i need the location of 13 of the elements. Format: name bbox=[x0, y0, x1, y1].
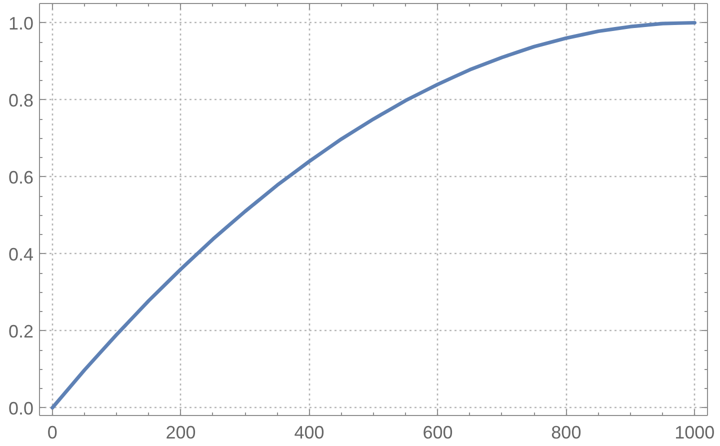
y-tick-label: 0.0 bbox=[8, 398, 34, 418]
y-tick-label: 0.2 bbox=[8, 321, 34, 342]
y-tick-label: 0.4 bbox=[8, 244, 34, 264]
x-tick-label: 0 bbox=[47, 422, 58, 442]
x-tick-label: 200 bbox=[166, 422, 196, 442]
y-tick-label: 1.0 bbox=[8, 13, 34, 34]
x-tick-label: 800 bbox=[551, 422, 582, 442]
y-tick-label: 0.6 bbox=[8, 167, 34, 188]
line-series bbox=[50, 20, 696, 410]
x-tick-label: 400 bbox=[294, 422, 324, 442]
y-tick-label: 0.8 bbox=[8, 90, 34, 110]
x-tick-label: 1000 bbox=[674, 422, 715, 442]
x-tick-label: 600 bbox=[422, 422, 453, 442]
